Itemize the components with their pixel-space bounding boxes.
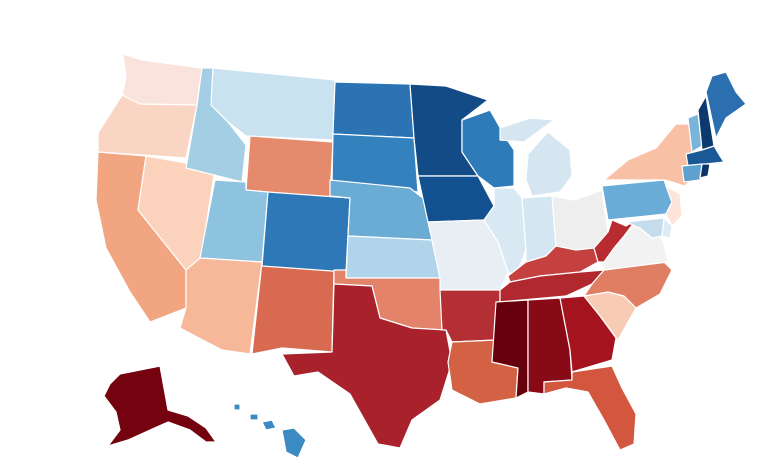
states-layer <box>95 53 747 459</box>
state-or[interactable] <box>97 94 198 159</box>
state-fl[interactable] <box>543 365 637 451</box>
state-ar[interactable] <box>439 289 501 343</box>
state-hi[interactable] <box>233 403 307 459</box>
state-co[interactable] <box>261 191 351 273</box>
state-pa[interactable] <box>601 179 673 221</box>
state-ny[interactable] <box>603 123 697 187</box>
state-ks[interactable] <box>345 235 441 279</box>
state-me[interactable] <box>705 71 747 139</box>
state-ia[interactable] <box>417 175 495 223</box>
state-md[interactable] <box>625 217 665 239</box>
state-ct[interactable] <box>681 163 703 183</box>
state-az[interactable] <box>179 257 263 355</box>
state-wy[interactable] <box>245 135 334 199</box>
state-tx[interactable] <box>281 283 453 449</box>
state-mt[interactable] <box>210 67 336 141</box>
state-wv[interactable] <box>593 219 637 263</box>
state-ri[interactable] <box>699 163 711 179</box>
state-nm[interactable] <box>251 261 335 355</box>
state-ak[interactable] <box>103 365 217 447</box>
state-mi[interactable] <box>499 117 573 197</box>
state-wa[interactable] <box>121 53 203 106</box>
state-sd[interactable] <box>331 133 419 193</box>
state-nd[interactable] <box>332 81 415 139</box>
